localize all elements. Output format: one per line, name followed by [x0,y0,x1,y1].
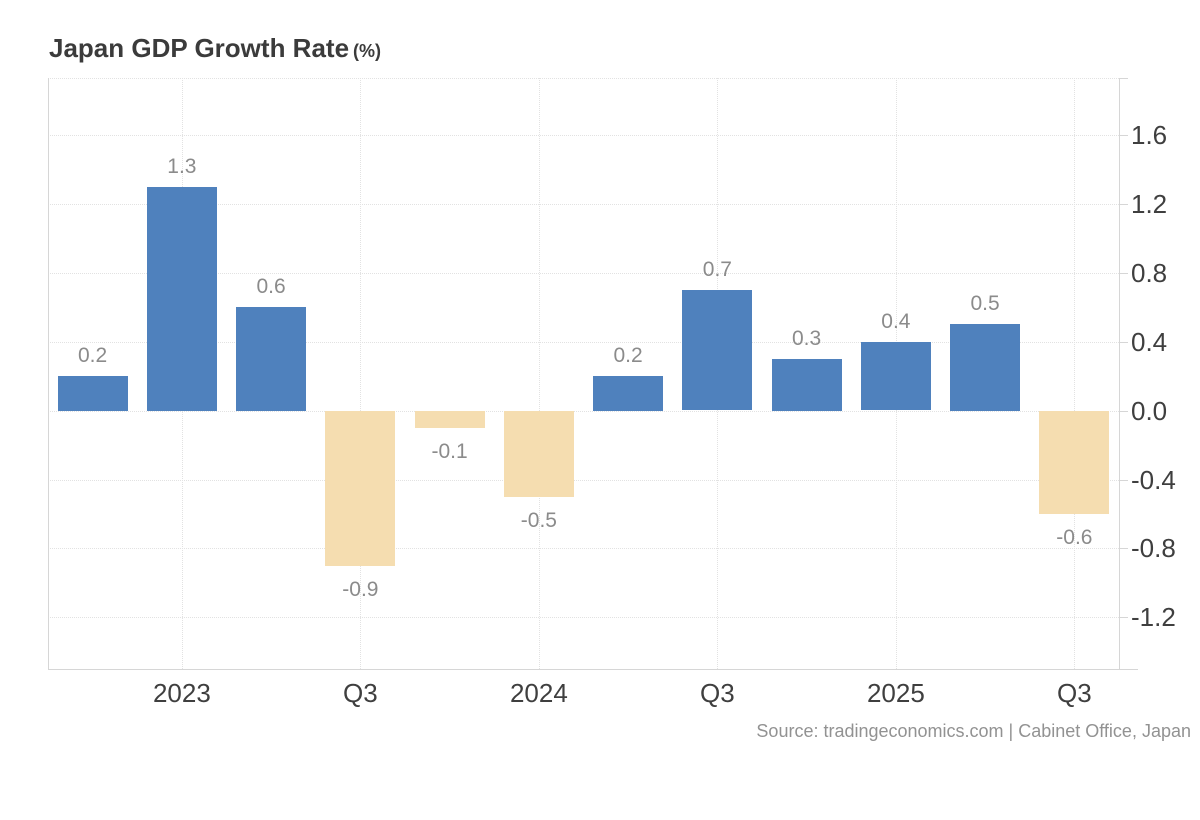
h-gridline [48,617,1119,619]
bar-1.3[interactable] [146,186,217,411]
y-tick-mark [1119,410,1128,412]
bar-value-label: 0.7 [702,257,732,281]
h-gridline [48,272,1119,274]
bar-value-label: -0.1 [431,439,468,463]
x-axis-tick-label: Q3 [343,678,378,708]
bar--0.1[interactable] [414,410,485,428]
x-axis-tick-label: Q3 [700,678,735,708]
y-tick-mark [1119,78,1128,79]
y-axis-tick-label: 0.4 [1131,326,1168,357]
bar-value-label: 0.6 [256,275,286,299]
y-tick-mark [1119,341,1128,343]
chart-title-unit: (%) [353,41,382,61]
bar-0.5[interactable] [950,324,1021,411]
bar-value-label: 0.4 [881,309,911,333]
h-gridline [48,203,1119,205]
x-axis-tick-label: 2025 [866,678,925,708]
y-tick-mark [1119,134,1128,136]
left-axis-line [48,78,49,669]
chart-title-text: Japan GDP Growth Rate [49,33,350,63]
y-axis-tick-label: 0.0 [1131,395,1168,426]
y-tick-mark [1119,479,1128,481]
bar-value-label: 0.3 [791,326,822,350]
right-axis-line [1119,78,1120,669]
plot-top-border [48,78,1119,79]
y-tick-mark [1119,272,1128,274]
h-gridline [48,134,1119,136]
h-gridline [48,548,1119,550]
bar-value-label: 1.3 [167,154,197,178]
y-tick-mark [1119,203,1128,205]
y-tick-mark [1119,617,1128,619]
x-axis-tick-label: Q3 [1057,678,1092,708]
bar--0.6[interactable] [1039,410,1110,514]
y-axis-tick-label: 1.2 [1131,188,1168,219]
x-axis-tick-label: 2023 [152,678,211,708]
bar-0.3[interactable] [771,358,842,411]
bar-value-label: -0.9 [342,577,379,601]
y-axis-tick-label: 1.6 [1131,119,1168,150]
y-axis-tick-label: -0.8 [1131,533,1176,564]
bar-0.2[interactable] [593,376,664,411]
bar--0.5[interactable] [503,410,574,497]
chart-title: Japan GDP Growth Rate (%) [49,33,381,66]
h-gridline [48,341,1119,343]
bar-value-label: -0.6 [1056,525,1093,549]
y-axis-tick-label: -1.2 [1131,602,1176,633]
bar-value-label: 0.2 [613,344,643,368]
bar-value-label: 0.2 [77,344,108,368]
v-gridline [360,78,362,669]
y-axis-tick-label: -0.4 [1131,464,1176,495]
bar-value-label: -0.5 [520,508,557,532]
v-gridline [1074,78,1076,669]
bar--0.9[interactable] [325,410,396,566]
bar-value-label: 0.5 [970,292,1000,316]
bottom-axis-line [48,669,1138,670]
source-attribution: Source: tradingeconomics.com | Cabinet O… [756,721,1191,741]
bar-0.7[interactable] [682,289,753,411]
h-gridline [48,479,1119,481]
h-gridline [48,410,1119,412]
bar-0.2[interactable] [57,376,128,411]
bar-0.6[interactable] [236,307,307,411]
y-tick-mark [1119,548,1128,550]
v-gridline [538,78,540,669]
y-axis-tick-label: 0.8 [1131,257,1168,288]
x-axis-tick-label: 2024 [509,678,568,708]
bar-0.4[interactable] [860,341,931,411]
